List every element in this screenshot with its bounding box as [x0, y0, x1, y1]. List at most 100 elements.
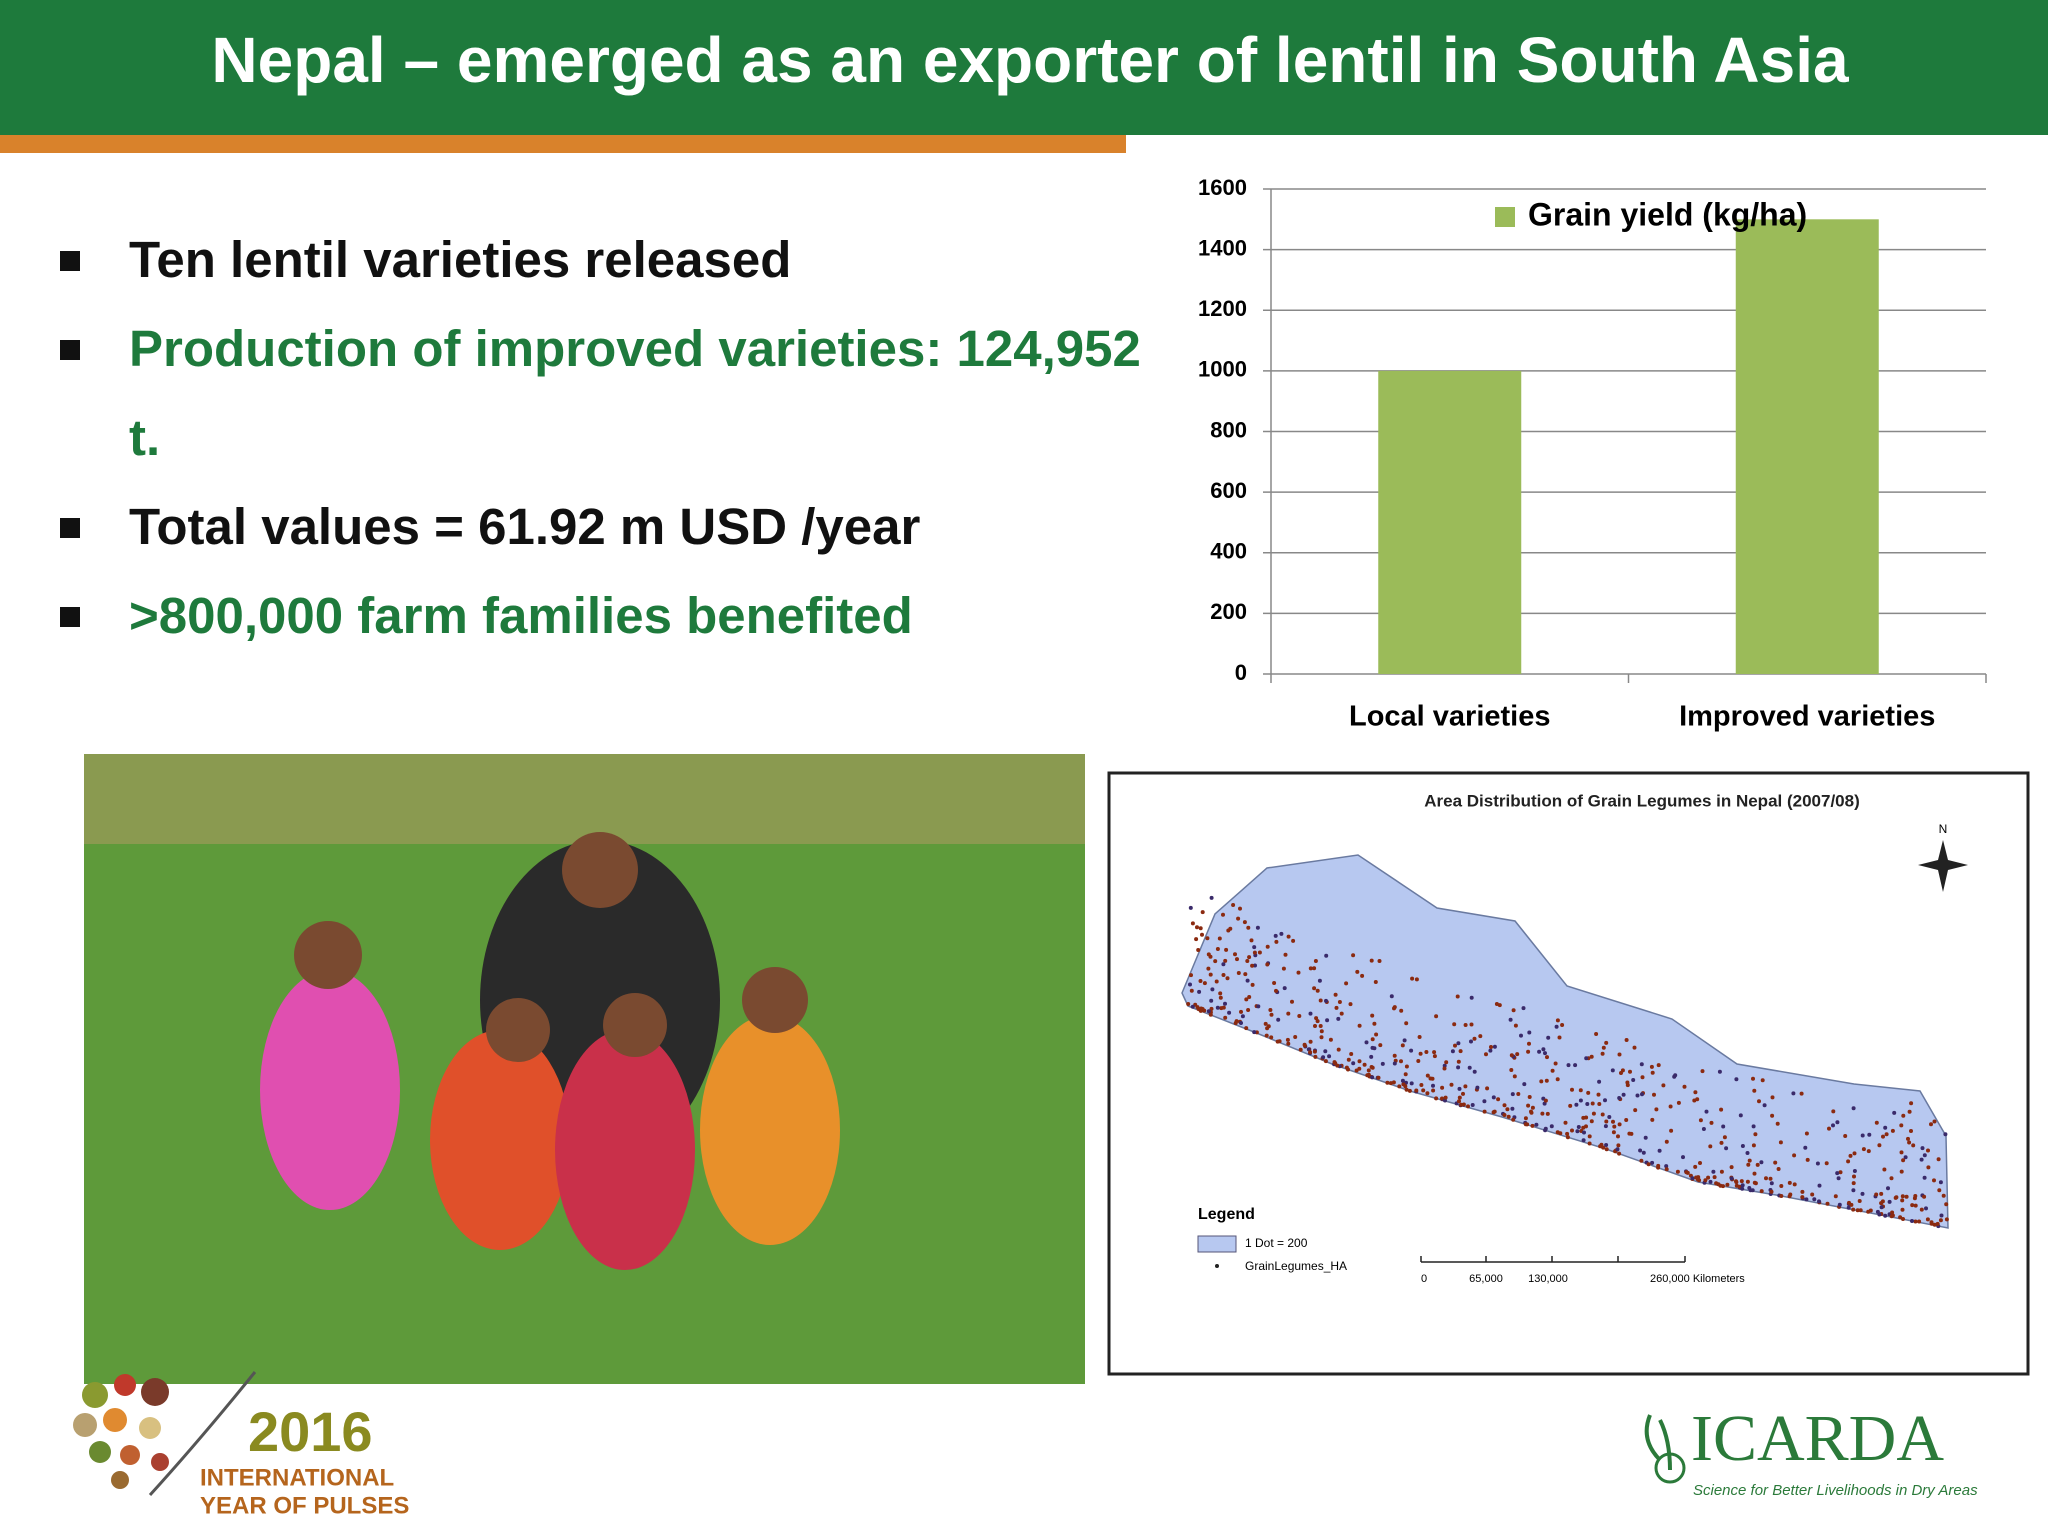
map-dot: [1892, 1110, 1897, 1115]
map-dot: [1880, 1199, 1885, 1204]
map-dot: [1883, 1213, 1888, 1218]
map-dot: [1502, 1103, 1507, 1108]
map-dot: [1936, 1157, 1941, 1162]
map-dot: [1909, 1101, 1914, 1106]
map-dot: [1545, 1111, 1550, 1116]
map-dot: [1711, 1169, 1716, 1174]
map-dot: [1725, 1182, 1730, 1187]
map-dot: [1565, 1131, 1570, 1136]
map-dot: [1852, 1151, 1857, 1156]
map-dot: [1604, 1147, 1609, 1152]
map-dot: [1745, 1179, 1750, 1184]
map-dot: [1944, 1202, 1949, 1207]
map-dot: [1392, 1053, 1397, 1058]
map-dot: [1587, 1141, 1592, 1146]
map-dot: [1541, 1047, 1546, 1052]
map-dot: [1269, 1012, 1274, 1017]
map-dot: [1589, 1054, 1594, 1059]
map-dot: [1875, 1209, 1880, 1214]
map-dot: [1370, 1013, 1375, 1018]
map-dot: [1769, 1181, 1774, 1186]
map-dot: [1941, 1193, 1946, 1198]
map-dot: [1315, 1019, 1320, 1024]
map-dot: [1641, 1150, 1646, 1155]
map-dot: [1208, 1012, 1213, 1017]
map-dot: [1753, 1132, 1758, 1137]
map-dot: [1268, 1008, 1273, 1012]
north-label: N: [1939, 822, 1948, 836]
map-dot: [1810, 1192, 1815, 1197]
map-dot: [1450, 1049, 1455, 1054]
map-dot: [1234, 1019, 1239, 1024]
map-dot: [1719, 1107, 1724, 1112]
map-dot: [1434, 1096, 1439, 1101]
map-dot: [1313, 1054, 1318, 1059]
map-dot: [1308, 1011, 1313, 1016]
map-dot: [1489, 1045, 1493, 1049]
map-dot: [1646, 1162, 1651, 1167]
map-dot: [1455, 994, 1460, 999]
map-dot: [1851, 1207, 1856, 1212]
map-dot: [1650, 1160, 1655, 1165]
map-dot: [1354, 1068, 1359, 1073]
map-dot: [1682, 1084, 1687, 1089]
icarda-tagline: Science for Better Livelihoods in Dry Ar…: [1693, 1482, 1978, 1499]
map-dot: [1308, 966, 1313, 971]
map-dot: [1523, 1122, 1528, 1127]
map-dot: [1378, 1043, 1383, 1048]
map-dot: [1252, 1030, 1257, 1035]
map-dot: [1231, 903, 1236, 907]
map-dot: [1279, 931, 1284, 936]
map-dot: [1414, 977, 1419, 982]
map-dot: [1831, 1109, 1836, 1114]
map-dot: [1469, 1039, 1473, 1044]
map-dot: [1776, 1167, 1781, 1171]
map-dot: [1530, 1123, 1535, 1128]
map-dot: [1492, 1044, 1497, 1049]
map-dot: [1247, 995, 1252, 999]
map-dot: [1202, 981, 1207, 986]
map-dot: [1704, 1109, 1709, 1114]
map-dot: [1198, 926, 1203, 931]
map-dot: [1729, 1165, 1734, 1170]
map-dot: [1392, 1061, 1397, 1066]
map-dot: [1529, 1110, 1534, 1115]
map-dot: [1467, 1065, 1472, 1070]
map-dot: [1488, 1048, 1493, 1053]
map-dot: [1225, 976, 1230, 981]
map-dot: [1296, 970, 1301, 975]
map-dot: [1661, 1083, 1666, 1088]
map-dot: [1894, 1195, 1899, 1200]
map-dot: [1243, 972, 1248, 977]
map-dot: [1403, 1072, 1408, 1077]
map-dot: [1926, 1148, 1930, 1153]
map-dot: [1650, 1070, 1655, 1075]
map-dot: [1512, 1074, 1517, 1079]
map-dot: [1664, 1167, 1669, 1172]
map-dot: [1236, 971, 1241, 975]
map-dot: [1458, 1049, 1463, 1054]
map-dot: [1189, 973, 1193, 978]
map-dot: [1911, 1143, 1916, 1148]
map-dot: [1319, 1029, 1324, 1034]
map-dot: [1491, 1095, 1496, 1100]
map-dot: [1701, 1127, 1706, 1131]
map-dot: [1625, 1080, 1630, 1085]
map-dot: [1719, 1169, 1724, 1174]
map-dot: [1491, 1110, 1496, 1115]
map-dot: [1537, 1049, 1542, 1054]
map-dot: [1360, 973, 1365, 978]
map-dot: [1540, 1111, 1545, 1116]
map-dot: [1901, 1113, 1906, 1118]
map-dot: [1440, 1085, 1445, 1090]
map-dot: [1764, 1176, 1768, 1181]
map-dot: [1685, 1170, 1690, 1175]
bullet-list: Ten lentil varieties released Production …: [60, 215, 1160, 660]
map-legend-item: GrainLegumes_HA: [1245, 1259, 1347, 1273]
map-dot: [1617, 1122, 1622, 1127]
map-dot: [1907, 1109, 1912, 1114]
map-dot: [1510, 1092, 1515, 1097]
map-dot: [1313, 1024, 1317, 1028]
map-dot: [1722, 1135, 1727, 1140]
